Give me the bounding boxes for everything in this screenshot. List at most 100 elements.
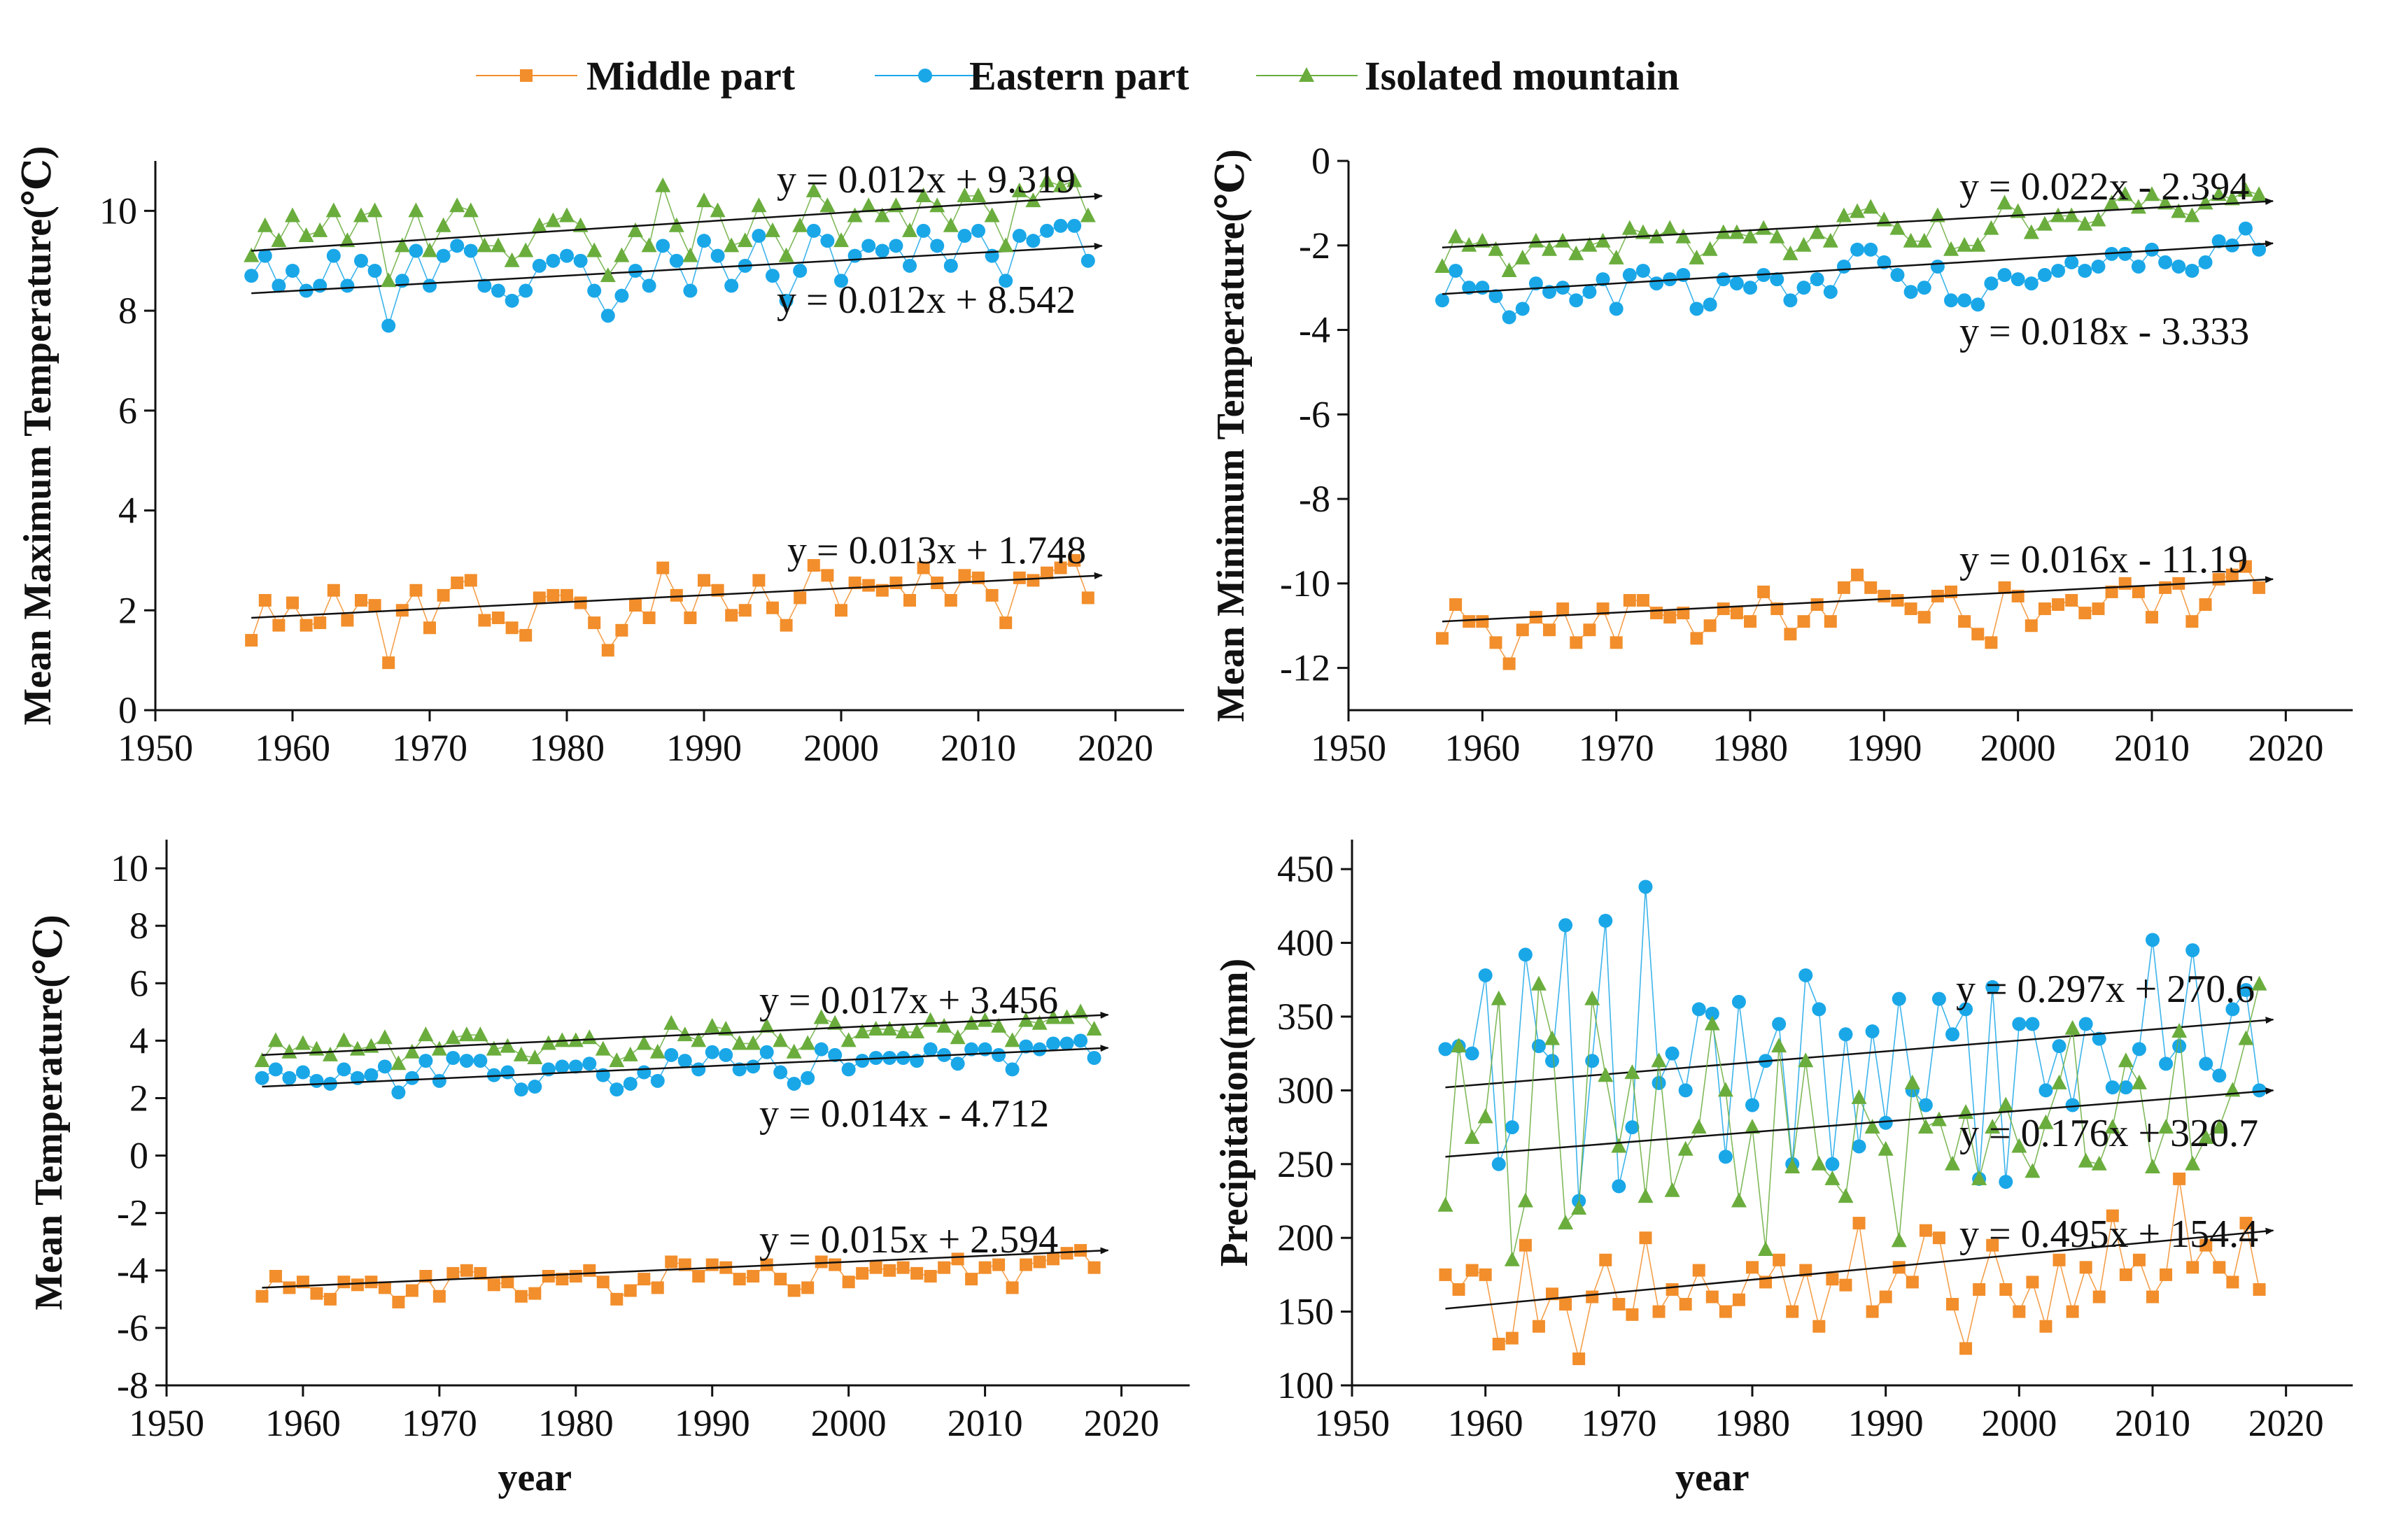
data-point-eastern: [340, 278, 355, 293]
data-point-eastern: [1823, 285, 1838, 299]
data-point-middle: [533, 591, 546, 605]
legend-marker-isolated: [1299, 67, 1314, 82]
data-point-middle: [2225, 568, 2239, 581]
data-point-eastern: [971, 223, 985, 238]
data-point-middle: [1068, 553, 1081, 567]
x-tick-label: 2000: [811, 1402, 887, 1444]
data-point-isolated: [2145, 1159, 2160, 1173]
data-point-middle: [1744, 615, 1756, 628]
data-point-eastern: [391, 1085, 406, 1100]
y-tick-label: 6: [129, 962, 148, 1004]
data-point-isolated: [1704, 1015, 1720, 1031]
data-point-isolated: [435, 217, 451, 232]
data-point-middle: [392, 1295, 405, 1308]
data-point-middle: [896, 1261, 910, 1274]
data-point-middle: [2213, 1261, 2226, 1274]
trend-equation-eastern: y = 0.012x + 8.542: [777, 278, 1076, 322]
panel-precipitation: 1950 1960 1970 1980 1990 2000 2010 2020 100 150 20…: [1213, 840, 2353, 1499]
data-point-middle: [1559, 1298, 1572, 1311]
data-point-eastern: [1731, 994, 1746, 1009]
data-point-middle: [1932, 1231, 1945, 1245]
y-tick-label: -8: [117, 1364, 148, 1406]
data-point-isolated: [1850, 203, 1866, 218]
data-point-middle: [310, 1287, 323, 1300]
x-tick-label: 1990: [675, 1402, 750, 1444]
data-point-isolated: [1032, 1015, 1048, 1030]
data-point-isolated: [1584, 990, 1600, 1005]
data-point-isolated: [500, 1038, 516, 1053]
data-point-isolated: [449, 197, 465, 213]
trend-line-isolated: [1445, 1087, 2274, 1158]
data-point-middle: [368, 599, 381, 612]
data-point-eastern: [2052, 1039, 2066, 1054]
data-point-isolated: [1838, 1188, 1854, 1203]
data-point-isolated: [2050, 207, 2066, 222]
data-point-isolated: [2064, 1019, 2080, 1035]
data-point-isolated: [2211, 186, 2227, 202]
data-point-isolated: [1437, 1196, 1453, 1212]
data-point-eastern: [432, 1073, 446, 1088]
data-point-middle: [1773, 1253, 1786, 1266]
data-point-middle: [1892, 1261, 1906, 1274]
data-point-isolated: [868, 1020, 884, 1036]
data-point-isolated: [1943, 241, 1959, 256]
data-point-isolated: [1970, 236, 1986, 252]
data-point-eastern: [1985, 980, 2000, 994]
data-point-isolated: [1004, 1032, 1020, 1047]
data-point-isolated: [909, 1024, 925, 1039]
data-point-eastern: [1772, 1017, 1787, 1031]
data-point-middle: [1891, 594, 1904, 607]
data-point-isolated: [1889, 220, 1906, 235]
data-point-eastern: [2037, 268, 2052, 283]
data-point-eastern: [1997, 268, 2012, 283]
data-point-middle: [245, 634, 258, 647]
data-point-isolated: [2011, 1138, 2027, 1153]
data-point-isolated: [2064, 207, 2080, 222]
data-point-isolated: [353, 207, 369, 222]
data-point-middle: [938, 1261, 951, 1274]
data-point-eastern: [1545, 1054, 1559, 1068]
data-point-isolated: [731, 1035, 747, 1050]
data-point-eastern: [801, 1071, 815, 1085]
data-point-middle: [842, 1276, 855, 1289]
data-point-eastern: [1491, 1157, 1506, 1171]
data-point-eastern: [999, 274, 1013, 288]
data-point-isolated: [663, 1015, 680, 1030]
data-point-isolated: [641, 237, 657, 253]
data-point-eastern: [1678, 1083, 1693, 1098]
data-point-isolated: [554, 1032, 570, 1047]
data-point-middle: [747, 1270, 760, 1283]
data-point-middle: [1435, 632, 1449, 645]
data-point-middle: [464, 574, 477, 587]
data-point-eastern: [710, 248, 725, 263]
data-point-eastern: [779, 293, 794, 308]
data-point-isolated: [2251, 186, 2267, 202]
data-point-middle: [1810, 598, 1824, 612]
data-point-isolated: [527, 1050, 543, 1064]
data-point-isolated: [582, 1029, 598, 1045]
data-point-eastern: [1812, 1002, 1826, 1017]
data-point-middle: [1770, 602, 1784, 616]
data-point-eastern: [2145, 242, 2159, 257]
data-point-eastern: [943, 258, 958, 273]
data-point-middle: [419, 1270, 432, 1283]
data-point-middle: [738, 604, 752, 617]
data-point-eastern: [916, 223, 931, 238]
data-point-isolated: [800, 1035, 816, 1050]
y-tick-label: 0: [129, 1135, 148, 1177]
data-point-isolated: [1477, 1108, 1493, 1124]
data-point-eastern: [1890, 268, 1905, 283]
data-point-eastern: [2024, 276, 2039, 291]
data-point-isolated: [1717, 1082, 1733, 1097]
data-point-isolated: [1582, 236, 1598, 252]
data-point-eastern: [1984, 276, 1999, 291]
data-point-isolated: [1851, 1089, 1867, 1104]
data-point-eastern: [2091, 259, 2106, 274]
data-point-isolated: [1080, 207, 1096, 222]
data-point-middle: [1623, 594, 1636, 607]
data-point-middle: [705, 1258, 719, 1271]
data-point-isolated: [312, 222, 328, 237]
data-point-isolated: [1929, 207, 1945, 222]
data-point-isolated: [600, 267, 616, 283]
data-point-eastern: [2012, 1017, 2027, 1031]
